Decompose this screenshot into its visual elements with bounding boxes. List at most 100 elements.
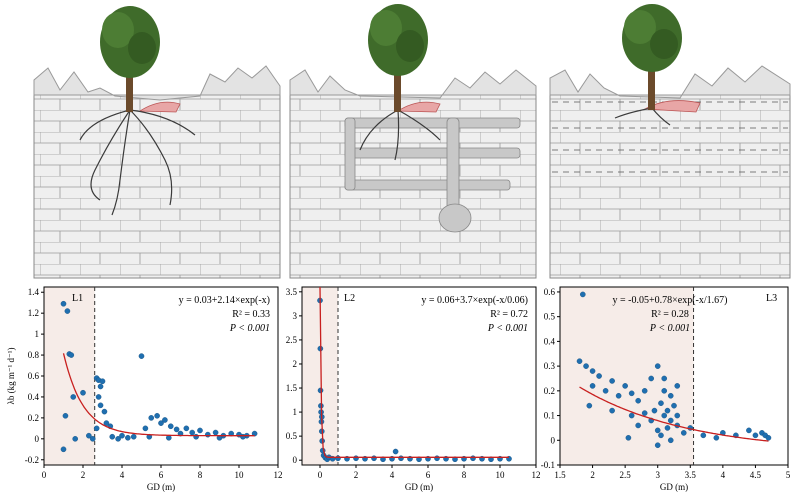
data-point [398,455,404,462]
x-tick-label: 2 [354,470,359,480]
plot-frame [559,286,789,466]
shaded-region [560,287,694,465]
y-tick-label: 0.5 [544,312,556,322]
tree-l2 [368,4,428,112]
data-point [335,455,341,462]
data-point [317,387,324,394]
x-tick-label: 12 [274,470,283,480]
data-point [130,433,137,440]
data-point [680,430,687,436]
r-squared: R² = 0.72 [490,309,528,320]
data-point [70,394,77,400]
data-point [183,425,190,432]
y-tick-label: 0.4 [544,336,556,346]
r-squared: R² = 0.28 [651,309,689,320]
data-point [648,375,655,382]
data-point [580,291,586,298]
x-axis-label: GD (m) [405,482,433,492]
data-point [609,407,615,414]
fit-curve [62,353,255,437]
data-point [664,425,671,431]
y-tick-label: 0.5 [286,431,298,441]
data-point [95,394,102,400]
data-point [746,427,752,434]
data-point [609,378,615,384]
y-tick-label: 0 [35,434,40,444]
data-point [99,378,106,385]
p-value: P < 0.001 [487,323,528,334]
data-point [162,417,168,423]
data-point [700,432,707,439]
data-point [167,423,174,430]
panel-label: L3 [766,293,777,304]
y-tick-label: 1 [35,329,40,339]
p-value: P < 0.001 [649,323,690,334]
data-point [101,408,108,415]
x-axis-label: GD (m) [147,482,175,492]
data-point [68,352,75,358]
y-tick-label: 1.4 [28,287,40,297]
data-point [89,436,96,442]
data-point [667,417,674,424]
tree-l3 [622,4,682,110]
data-point [125,434,131,441]
data-point [64,308,71,314]
data-point [148,415,155,421]
data-point [189,429,195,436]
x-tick-label: 4 [721,470,726,480]
data-point [173,426,180,433]
y-tick-label: 3 [293,311,298,321]
data-point [434,455,440,462]
data-point [667,437,674,444]
fit-curve [319,286,509,458]
data-point [661,388,668,394]
data-point [193,433,199,440]
x-tick-label: 12 [532,470,541,480]
y-tick-label: 0.6 [28,371,40,381]
roots-l1 [79,109,196,216]
data-point [615,392,622,399]
fit-equation: y = -0.05+0.78×exp(-x/1.67) [613,295,728,306]
data-point [470,455,476,462]
data-point [72,436,78,442]
y-tick-label: 0.1 [544,411,555,421]
data-point [596,373,602,379]
chart-l2: 0 2 4 6 8 10 12 0 0.5 1 1.5 2 2.5 3 3.5 L2 y = 0.06+3.7×… [286,286,541,492]
x-tick-label: 5 [786,470,791,480]
data-point [97,383,104,390]
data-point [664,407,671,414]
panel-label: L2 [344,293,355,304]
x-tick-label: 3.5 [685,470,697,480]
data-point [628,412,635,419]
data-point [138,353,145,359]
data-point [641,410,648,416]
data-point [674,412,681,419]
data-point [392,448,399,455]
x-axis-label: GD (m) [660,482,688,492]
data-point [119,432,125,439]
data-point [625,435,632,441]
data-point [628,390,635,397]
x-tick-label: 2.5 [620,470,632,480]
illustration-l3 [549,4,791,279]
data-point [658,432,664,439]
x-tick-label: 8 [462,470,467,480]
roots-l2 [359,109,441,161]
data-point [212,429,219,436]
plot-frame [301,286,537,466]
x-tick-label: 6 [159,470,164,480]
tree-l1 [100,6,160,112]
data-point [586,402,593,409]
y-tick-label: 0.4 [28,392,40,402]
data-point [671,402,677,409]
data-point [765,435,772,441]
data-point [654,442,661,449]
x-tick-label: 0 [42,470,47,480]
illustration-l1 [33,6,281,279]
panel-label: L1 [72,293,83,304]
data-point [80,389,86,396]
data-point [641,388,648,394]
x-tick-label: 10 [235,470,245,480]
